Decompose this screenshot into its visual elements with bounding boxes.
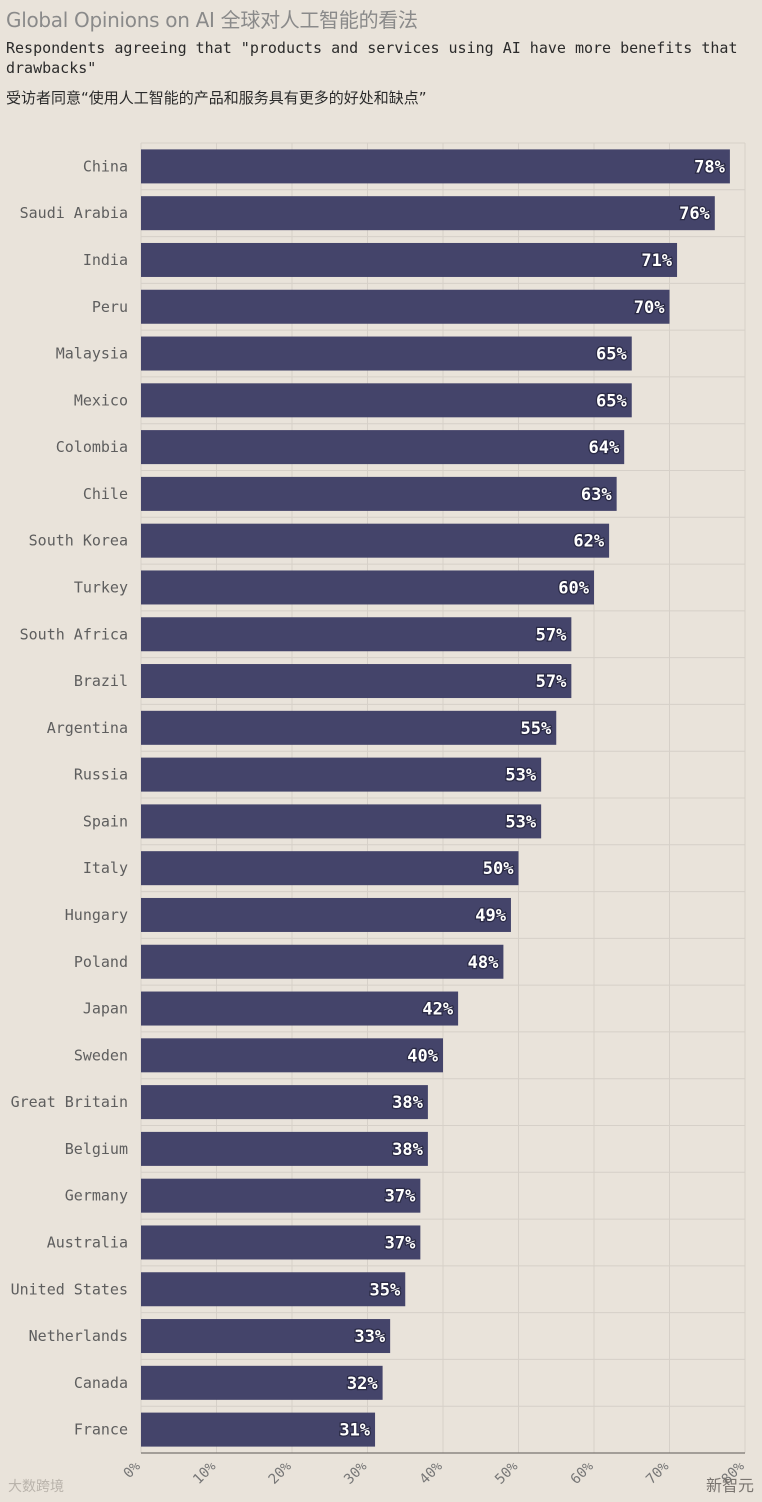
bar-14 (141, 804, 542, 839)
x-tick-label: 0% (121, 1458, 145, 1482)
bar-24 (141, 1272, 406, 1307)
watermark-left: 大数跨境 (8, 1479, 64, 1495)
category-label: India (83, 251, 128, 269)
x-tick-label: 40% (417, 1458, 447, 1488)
category-label: Italy (83, 859, 128, 877)
category-label: Hungary (65, 906, 128, 924)
value-label: 38% (392, 1140, 423, 1160)
watermark-right: 新智元 (705, 1476, 754, 1495)
x-tick-label: 60% (568, 1458, 598, 1488)
value-label: 42% (422, 1000, 453, 1020)
bar-13 (141, 757, 542, 792)
bar-17 (141, 944, 504, 979)
bar-7 (141, 476, 617, 511)
value-label: 50% (483, 859, 514, 879)
bar-27 (141, 1412, 376, 1447)
category-label: France (74, 1421, 128, 1439)
value-label: 57% (536, 672, 567, 692)
value-label: 78% (694, 157, 725, 177)
category-label: Poland (74, 953, 128, 971)
value-label: 71% (641, 251, 672, 271)
category-label: Germany (65, 1187, 128, 1205)
category-label: Saudi Arabia (20, 204, 128, 222)
bar-2 (141, 242, 678, 277)
x-tick-label: 70% (643, 1458, 673, 1488)
value-label: 57% (536, 625, 567, 645)
bar-6 (141, 430, 625, 465)
value-label: 49% (475, 906, 506, 926)
bar-16 (141, 897, 511, 932)
value-label: 37% (385, 1187, 416, 1207)
bar-23 (141, 1225, 421, 1260)
bar-19 (141, 1038, 443, 1073)
category-label: South Korea (29, 532, 128, 550)
category-label: Spain (83, 812, 128, 830)
category-label: Mexico (74, 391, 128, 409)
category-label: China (83, 157, 128, 175)
chart-title: Global Opinions on AI 全球对人工智能的看法 (6, 8, 418, 32)
value-label: 37% (385, 1233, 416, 1253)
bar-9 (141, 570, 594, 605)
category-label: Russia (74, 766, 128, 784)
value-label: 32% (347, 1374, 378, 1394)
bar-15 (141, 851, 519, 886)
category-label: Malaysia (56, 345, 128, 363)
value-label: 76% (679, 204, 710, 224)
bar-8 (141, 523, 610, 558)
value-label: 64% (588, 438, 619, 458)
category-label: South Africa (20, 625, 128, 643)
value-label: 63% (581, 485, 612, 505)
value-label: 35% (370, 1280, 401, 1300)
bar-1 (141, 196, 715, 231)
bar-21 (141, 1131, 428, 1166)
chart-subtitle: Respondents agreeing that "products and … (6, 39, 738, 77)
bar-18 (141, 991, 459, 1026)
category-label: Turkey (74, 578, 128, 596)
bar-10 (141, 617, 572, 652)
x-tick-label: 30% (341, 1458, 371, 1488)
bar-25 (141, 1319, 391, 1354)
bar-0 (141, 149, 730, 184)
value-label: 70% (634, 298, 665, 318)
value-label: 53% (505, 766, 536, 786)
category-label: Japan (83, 1000, 128, 1018)
bar-5 (141, 383, 632, 418)
x-tick-label: 50% (492, 1458, 522, 1488)
chart-subtitle-cn: 受访者同意“使用人工智能的产品和服务具有更多的好处和缺点” (6, 89, 427, 107)
bar-3 (141, 289, 670, 324)
category-label: Peru (92, 298, 128, 316)
x-tick-label: 20% (266, 1458, 296, 1488)
bar-26 (141, 1365, 383, 1400)
x-tick-label: 10% (190, 1458, 220, 1488)
category-label: Netherlands (29, 1327, 128, 1345)
category-label: United States (11, 1280, 128, 1298)
value-label: 62% (573, 532, 604, 552)
value-label: 38% (392, 1093, 423, 1113)
bar-11 (141, 664, 572, 699)
category-label: Belgium (65, 1140, 128, 1158)
bar-22 (141, 1178, 421, 1213)
category-label: Australia (47, 1233, 128, 1251)
value-label: 40% (407, 1046, 438, 1066)
category-label: Canada (74, 1374, 128, 1392)
value-label: 48% (468, 953, 499, 973)
category-label: Brazil (74, 672, 128, 690)
category-label: Argentina (47, 719, 128, 737)
bar-20 (141, 1085, 428, 1120)
category-label: Colombia (56, 438, 128, 456)
value-label: 65% (596, 391, 627, 411)
value-label: 55% (521, 719, 552, 739)
value-label: 33% (354, 1327, 385, 1347)
value-label: 31% (339, 1421, 370, 1441)
category-label: Great Britain (11, 1093, 128, 1111)
value-label: 53% (505, 812, 536, 832)
value-label: 60% (558, 578, 589, 598)
value-label: 65% (596, 345, 627, 365)
bar-12 (141, 710, 557, 745)
bar-4 (141, 336, 632, 371)
category-label: Chile (83, 485, 128, 503)
category-label: Sweden (74, 1046, 128, 1064)
